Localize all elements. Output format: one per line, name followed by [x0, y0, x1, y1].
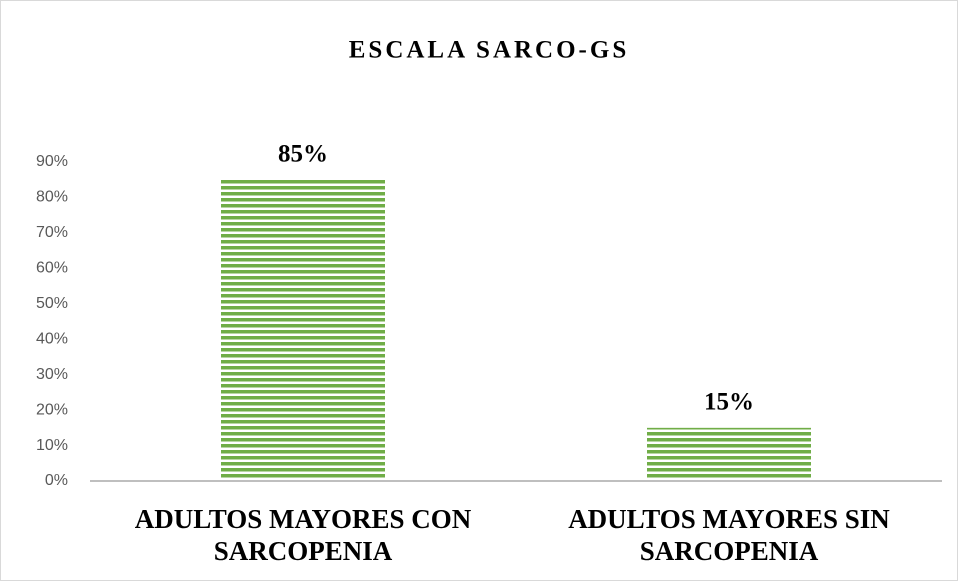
- y-tick-label: 80%: [36, 189, 68, 206]
- y-tick-label: 10%: [36, 437, 68, 454]
- y-tick-label: 30%: [36, 366, 68, 383]
- y-tick-label: 60%: [36, 260, 68, 277]
- y-tick-label: 70%: [36, 224, 68, 241]
- y-tick-label: 0%: [45, 472, 68, 489]
- y-tick-label: 20%: [36, 401, 68, 418]
- bar: [647, 427, 811, 481]
- x-tick-label: ADULTOS MAYORES SIN SARCOPENIA: [568, 504, 890, 566]
- value-label: 85%: [278, 140, 328, 167]
- y-tick-label: 40%: [36, 330, 68, 347]
- y-tick-label: 50%: [36, 295, 68, 312]
- y-tick-label: 90%: [36, 153, 68, 170]
- value-label: 15%: [704, 389, 754, 416]
- bar: [221, 179, 385, 481]
- x-tick-label: ADULTOS MAYORES CON SARCOPENIA: [134, 504, 472, 566]
- chart-title: ESCALA SARCO-GS: [349, 37, 629, 64]
